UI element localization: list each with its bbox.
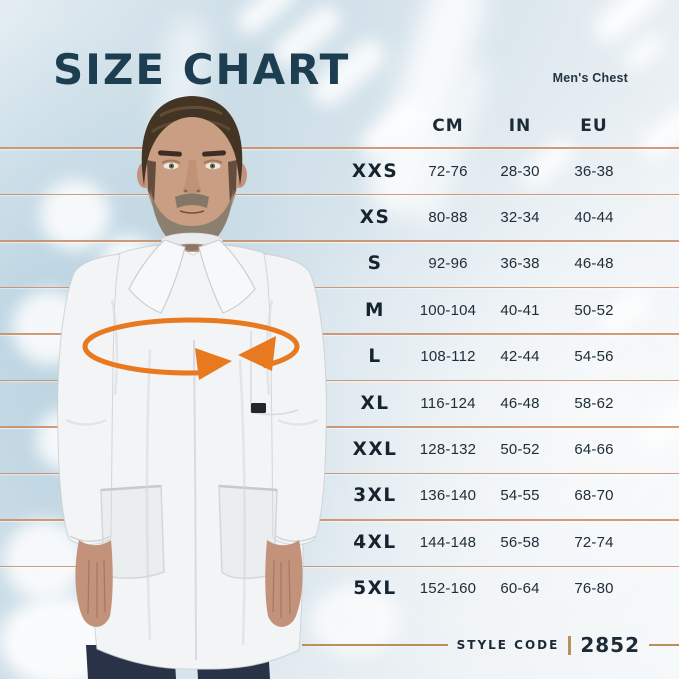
page-title: SIZE CHART <box>53 45 351 94</box>
cell-cm: 116-124 <box>420 394 476 412</box>
model-head <box>137 96 247 255</box>
style-code: STYLE CODE 2852 <box>302 633 679 657</box>
style-code-rule-right <box>649 644 679 646</box>
coat-brand-tab <box>251 403 266 413</box>
model-hair <box>141 96 243 186</box>
style-code-label: STYLE CODE <box>456 638 560 652</box>
coat-lapel-left <box>128 239 186 314</box>
cell-cm: 128-132 <box>419 441 477 459</box>
cell-cm: 92-96 <box>428 255 468 273</box>
bokeh-light <box>310 585 400 655</box>
row-divider <box>0 240 679 242</box>
row-divider <box>0 333 679 335</box>
size-label: XXL <box>352 439 398 461</box>
bokeh-light <box>40 180 110 250</box>
row-divider <box>0 426 679 428</box>
cell-in: 54-55 <box>500 487 540 505</box>
model <box>57 96 327 679</box>
cell-in: 40-41 <box>500 301 540 319</box>
size-label: S <box>367 253 383 275</box>
cell-eu: 54-56 <box>574 348 614 366</box>
cell-eu: 50-52 <box>574 301 614 319</box>
cell-eu: 68-70 <box>574 487 614 505</box>
measure-arrow-icon <box>82 317 300 380</box>
size-label: 3XL <box>353 485 397 507</box>
cell-eu: 36-38 <box>574 162 614 180</box>
cell-cm: 136-140 <box>419 487 477 505</box>
row-divider <box>0 519 679 521</box>
size-label: 5XL <box>353 578 397 600</box>
cell-cm: 144-148 <box>419 533 477 551</box>
cell-cm: 72-76 <box>428 162 468 180</box>
size-table: CM IN EU XXS 72-76 28-30 36-38 XS 80-88 … <box>338 104 632 612</box>
subtitle: Men's Chest <box>552 71 628 85</box>
size-label: XS <box>359 207 391 229</box>
cell-in: 32-34 <box>500 209 540 227</box>
cell-eu: 46-48 <box>574 255 614 273</box>
cell-eu: 58-62 <box>574 394 614 412</box>
cell-cm: 108-112 <box>420 348 476 366</box>
style-code-divider <box>568 635 572 655</box>
size-label: M <box>365 299 385 321</box>
size-label: L <box>368 346 382 368</box>
size-label: 4XL <box>353 531 397 553</box>
column-header-cm: CM <box>432 116 464 136</box>
size-label: XXS <box>351 160 399 182</box>
cell-cm: 80-88 <box>428 209 468 227</box>
cell-eu: 72-74 <box>574 533 614 551</box>
cell-cm: 152-160 <box>419 580 477 598</box>
coat-lapel-right <box>198 239 256 314</box>
cell-in: 36-38 <box>500 255 540 273</box>
cell-in: 60-64 <box>500 580 540 598</box>
cell-in: 28-30 <box>500 162 540 180</box>
cell-in: 56-58 <box>500 533 540 551</box>
cell-in: 46-48 <box>500 394 540 412</box>
cell-eu: 76-80 <box>574 580 614 598</box>
row-divider <box>0 286 679 288</box>
style-code-rule-left <box>302 644 448 646</box>
cell-in: 42-44 <box>500 348 540 366</box>
cell-cm: 100-104 <box>419 301 477 319</box>
size-label: XL <box>360 392 390 414</box>
row-divider <box>0 193 679 195</box>
model-hands <box>75 540 303 627</box>
cell-in: 50-52 <box>500 441 540 459</box>
row-divider <box>0 565 679 567</box>
row-divider <box>0 379 679 381</box>
cell-eu: 40-44 <box>574 209 614 227</box>
row-divider <box>0 147 679 149</box>
cell-eu: 64-66 <box>574 441 614 459</box>
column-header-eu: EU <box>580 116 608 136</box>
style-code-value: 2852 <box>580 633 640 657</box>
row-divider <box>0 472 679 474</box>
column-header-in: IN <box>508 116 532 136</box>
